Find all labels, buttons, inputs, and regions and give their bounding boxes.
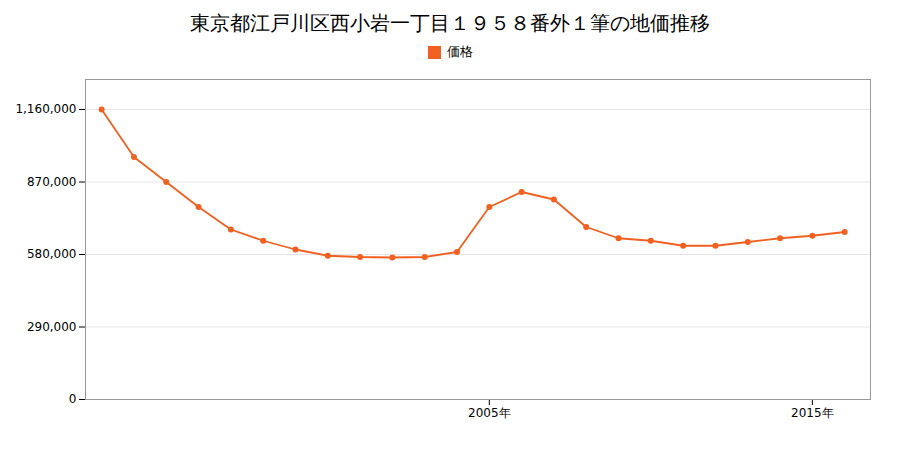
html-text:価格: 価格 [446,44,473,59]
svg-text:2005年: 2005年 [468,406,511,420]
svg-text:1,160,000: 1,160,000 [15,102,76,116]
svg-text:870,000: 870,000 [27,175,77,189]
svg-text:580,000: 580,000 [27,247,77,261]
svg-text:290,000: 290,000 [27,320,77,334]
svg-text:2015年: 2015年 [791,406,834,420]
svg-text:0: 0 [69,392,77,406]
html-text:東京都江戸川区西小岩一丁目１９５８番外１筆の地価推移: 東京都江戸川区西小岩一丁目１９５８番外１筆の地価推移 [190,11,710,35]
